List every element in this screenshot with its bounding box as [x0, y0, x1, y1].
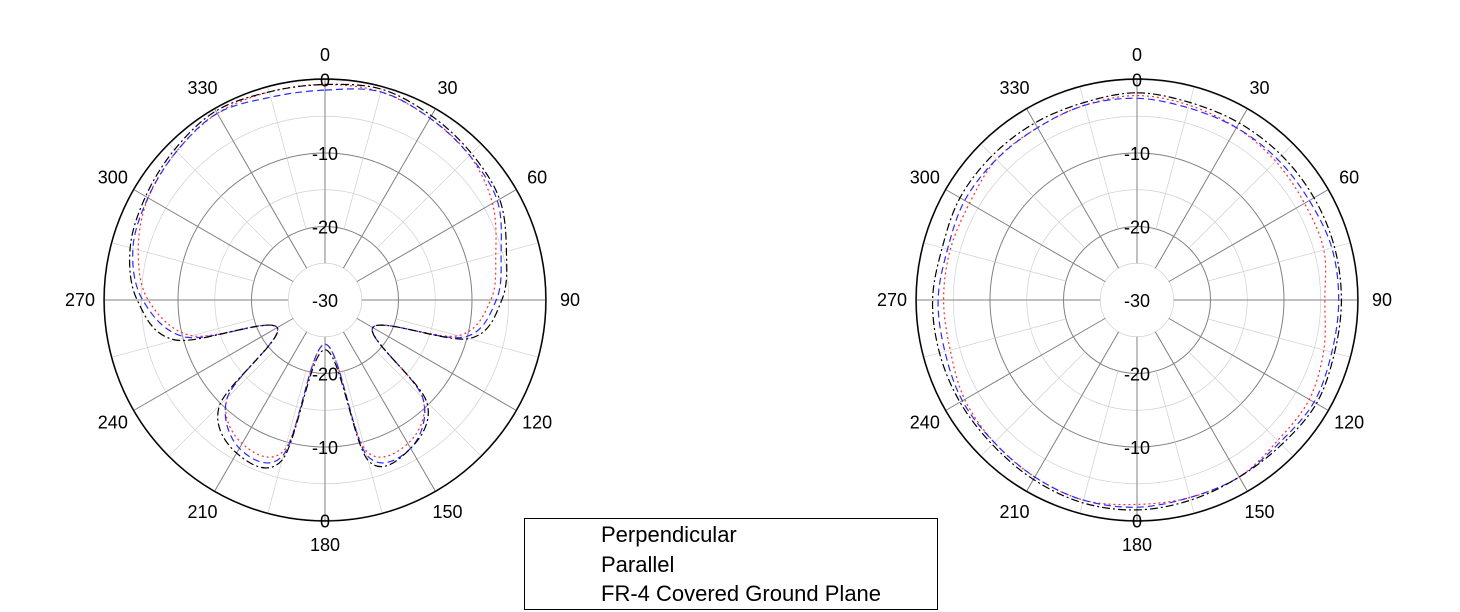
grid-spoke [395, 242, 539, 282]
series-parallel [132, 88, 502, 464]
grid-spoke [1026, 108, 1120, 269]
grid-spoke [267, 86, 307, 230]
legend-item-parallel: Parallel [525, 551, 937, 581]
radial-tick-lower: -20 [312, 365, 338, 385]
radial-tick-upper: -30 [1124, 291, 1150, 311]
grid-spoke [1154, 108, 1248, 269]
angle-tick-210: 210 [187, 502, 217, 522]
angle-tick-300: 300 [910, 168, 940, 188]
angle-tick-300: 300 [98, 168, 128, 188]
radial-tick-lower: -10 [312, 438, 338, 458]
grid-spoke [111, 318, 255, 358]
radial-tick-upper: -30 [312, 291, 338, 311]
radial-tick-lower: -20 [1124, 365, 1150, 385]
legend-item-perpendicular: Perpendicular [525, 521, 937, 551]
angle-tick-240: 240 [98, 413, 128, 433]
angle-tick-30: 30 [437, 78, 457, 98]
grid-spoke [214, 331, 308, 492]
series-perpendicular [137, 83, 497, 458]
polar-chart-2: 0 30 60 90 120 150 180 210 240 270 300 330 0 -10 -20 -3… [877, 45, 1392, 555]
radial-tick-upper: -10 [1124, 144, 1150, 164]
angle-tick-30: 30 [1249, 78, 1269, 98]
grid-spoke [343, 370, 383, 514]
grid-spoke [168, 143, 274, 249]
radial-tick-upper: -20 [1124, 218, 1150, 238]
grid-spoke [1207, 242, 1351, 282]
grid-spoke [1188, 351, 1294, 457]
angle-tick-60: 60 [527, 168, 547, 188]
angle-tick-180: 180 [1122, 535, 1152, 555]
grid-spoke [376, 143, 482, 249]
outer-ring [103, 78, 547, 522]
angle-tick-90: 90 [560, 290, 580, 310]
radial-tick-lower: -10 [1124, 438, 1150, 458]
grid-spoke [980, 351, 1086, 457]
grid-spoke [923, 242, 1067, 282]
legend-label-fr4: FR-4 Covered Ground Plane [601, 581, 882, 606]
angle-tick-270: 270 [877, 290, 907, 310]
grid-spoke [1168, 189, 1329, 283]
grid-spoke [342, 108, 436, 269]
radial-tick-lower: 0 [1132, 512, 1142, 532]
grid-spoke [1168, 317, 1329, 411]
legend-label-perpendicular: Perpendicular [601, 522, 737, 547]
grid-spoke [356, 189, 517, 283]
series-fr-4-covered-ground-plane [931, 92, 1343, 511]
grid-spoke [395, 318, 539, 358]
series-fr-4-covered-ground-plane [129, 83, 508, 469]
angle-tick-0: 0 [1132, 45, 1142, 65]
legend-item-fr4: FR-4 Covered Ground Plane [525, 580, 937, 610]
grid-spoke [1155, 370, 1195, 514]
angle-tick-0: 0 [320, 45, 330, 65]
angle-tick-60: 60 [1339, 168, 1359, 188]
angle-tick-270: 270 [65, 290, 95, 310]
radial-tick-upper: -20 [312, 218, 338, 238]
radial-tick-upper: 0 [1132, 71, 1142, 91]
angle-tick-120: 120 [1334, 413, 1364, 433]
angle-tick-120: 120 [522, 413, 552, 433]
grid-spoke [111, 242, 255, 282]
polar-chart-1: 0 30 60 90 120 150 180 210 240 270 300 330 0 -10 -20 -3… [65, 45, 580, 555]
angle-tick-90: 90 [1372, 290, 1392, 310]
grid-spoke [980, 143, 1086, 249]
angle-tick-330: 330 [999, 78, 1029, 98]
grid-spoke [356, 317, 517, 411]
grid-spoke [945, 189, 1106, 283]
angle-tick-330: 330 [187, 78, 217, 98]
radial-tick-lower: 0 [320, 512, 330, 532]
grid-spoke [133, 317, 294, 411]
outer-ring [915, 78, 1359, 522]
radial-tick-upper: -10 [312, 144, 338, 164]
grid-spoke [923, 318, 1067, 358]
grid-spoke [214, 108, 308, 269]
grid-spoke [168, 351, 274, 457]
legend: Perpendicular Parallel FR-4 Covered Grou… [524, 518, 938, 610]
legend-label-parallel: Parallel [601, 552, 675, 577]
grid-spoke [1079, 370, 1119, 514]
angle-tick-180: 180 [310, 535, 340, 555]
grid-spoke [1079, 86, 1119, 230]
grid-spoke [945, 317, 1106, 411]
grid-spoke [267, 370, 307, 514]
grid-spoke [1188, 143, 1294, 249]
grid-spoke [1154, 331, 1248, 492]
grid-spoke [343, 86, 383, 230]
grid-spoke [133, 189, 294, 283]
grid-spoke [1026, 331, 1120, 492]
angle-tick-150: 150 [1244, 502, 1274, 522]
grid-spoke [376, 351, 482, 457]
radial-tick-upper: 0 [320, 71, 330, 91]
series-parallel [937, 97, 1340, 508]
angle-tick-210: 210 [999, 502, 1029, 522]
grid-spoke [1207, 318, 1351, 358]
grid-spoke [1155, 86, 1195, 230]
grid-spoke [342, 331, 436, 492]
series-perpendicular [942, 94, 1327, 506]
angle-tick-150: 150 [432, 502, 462, 522]
angle-tick-240: 240 [910, 413, 940, 433]
